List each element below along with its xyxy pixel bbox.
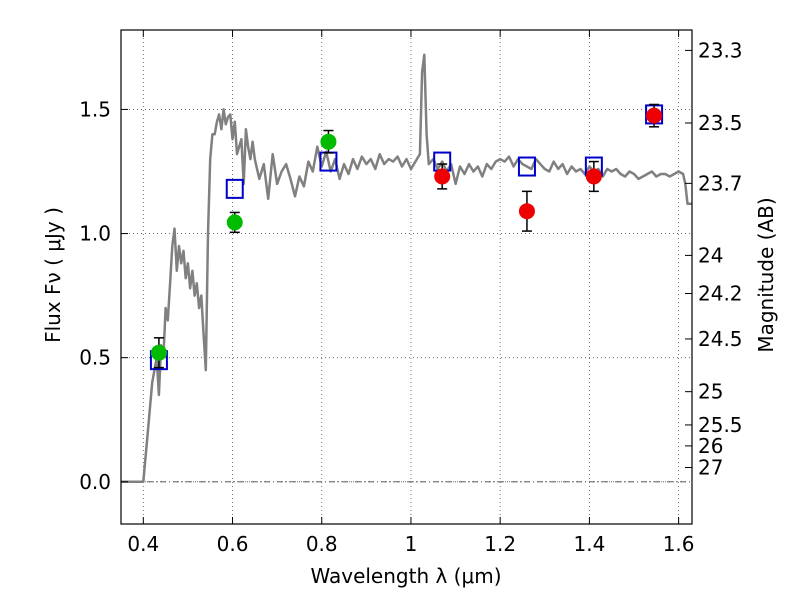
right-tick-label: 25: [698, 380, 723, 404]
x-tick-label: 1: [405, 532, 418, 556]
x-tick-label: 0.8: [306, 532, 338, 556]
model-photometry-square: [225, 178, 244, 199]
observed-optical-point: [226, 214, 243, 231]
y-tick-label: 0.5: [79, 346, 111, 370]
right-tick-label: 27: [698, 456, 723, 480]
x-tick-label: 1.4: [573, 532, 605, 556]
observed-optical-point: [320, 133, 337, 150]
model-sed-line: [121, 53, 692, 484]
right-tick-label: 23.7: [698, 171, 743, 195]
observed-nir-point: [646, 107, 663, 124]
right-tick-label: 26: [698, 434, 723, 458]
right-tick-label: 23.3: [698, 38, 743, 62]
axis-ticks: 0.4 0.6 0.8 1 1.2 1.4 1.6 0.0 0.5 1.0 1.5 23.3 23.5 2…: [79, 30, 743, 556]
x-tick-label: 1.6: [663, 532, 695, 556]
observed-nir-point: [518, 203, 535, 220]
plot-series: [121, 53, 692, 484]
plot-frame: [120, 29, 693, 525]
y-tick-label: 1.5: [79, 97, 111, 121]
x-tick-label: 1.2: [484, 532, 516, 556]
observed-nir-point: [434, 168, 451, 185]
right-tick-label: 24.5: [698, 327, 743, 351]
y-axis-label: Flux Fν ( μJy ): [41, 207, 65, 343]
model-photometry-square: [517, 156, 536, 177]
right-tick-label: 24: [698, 243, 723, 267]
x-axis-label: Wavelength λ (μm): [310, 564, 501, 588]
y-tick-label: 1.0: [79, 222, 111, 246]
observed-optical-point: [150, 344, 167, 361]
observed-nir-point: [585, 168, 602, 185]
right-tick-label: 23.5: [698, 111, 743, 135]
y-axis-label-right: Magnitude (AB): [754, 197, 778, 352]
y-tick-label: 0.0: [79, 470, 111, 494]
right-tick-label: 25.5: [698, 413, 743, 437]
right-tick-label: 24.2: [698, 281, 743, 305]
x-tick-label: 0.4: [127, 532, 159, 556]
x-tick-label: 0.6: [217, 532, 249, 556]
